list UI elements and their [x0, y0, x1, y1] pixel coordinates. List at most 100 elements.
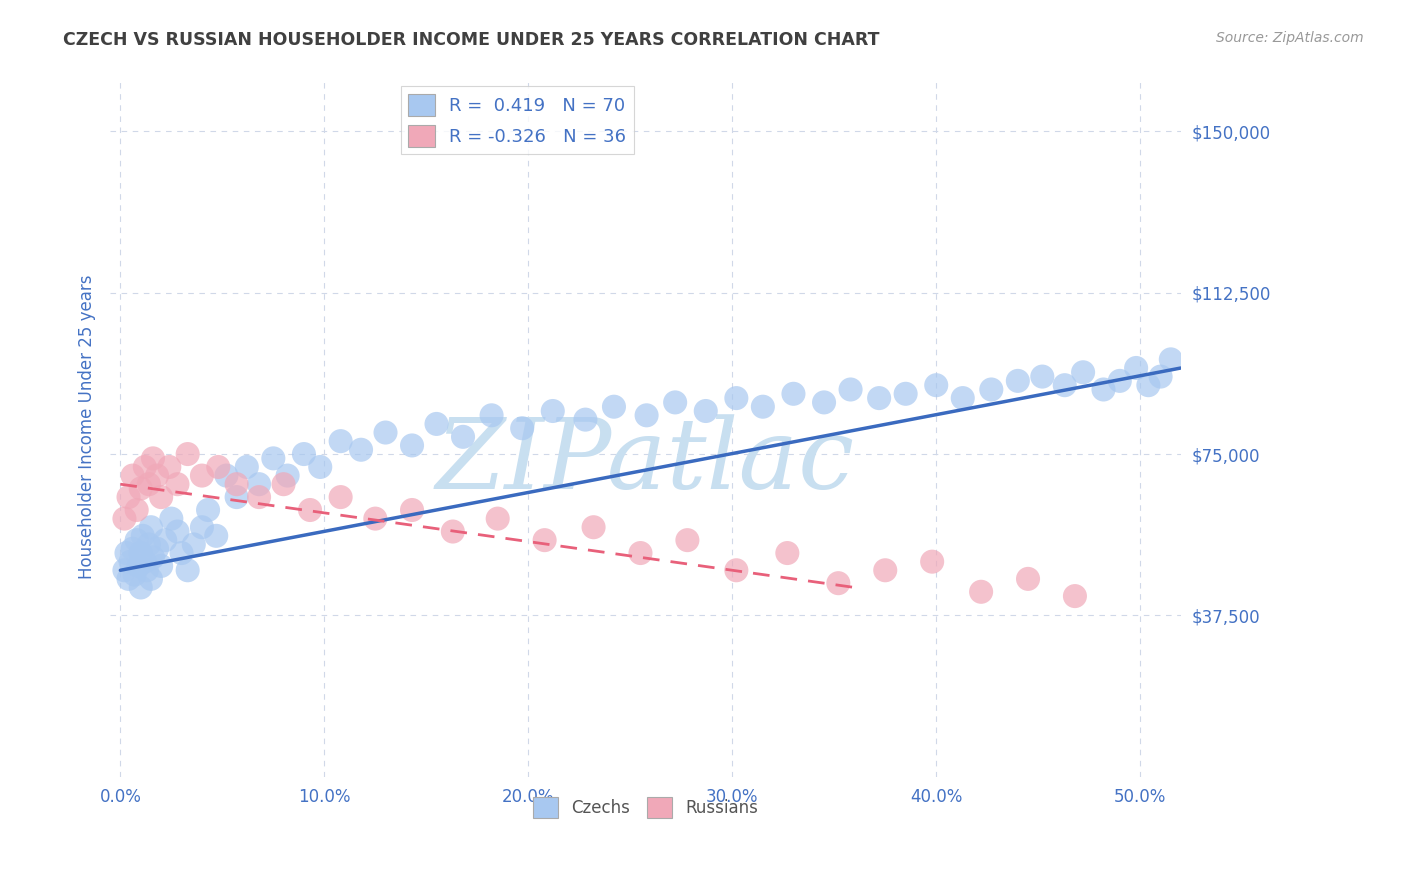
Point	[980, 383, 1002, 397]
Point	[1017, 572, 1039, 586]
Point	[150, 558, 173, 573]
Point	[868, 391, 890, 405]
Point	[952, 391, 974, 405]
Point	[574, 412, 596, 426]
Point	[309, 460, 332, 475]
Point	[510, 421, 533, 435]
Point	[1160, 352, 1182, 367]
Point	[134, 555, 156, 569]
Point	[725, 563, 748, 577]
Point	[1108, 374, 1130, 388]
Point	[166, 477, 188, 491]
Text: CZECH VS RUSSIAN HOUSEHOLDER INCOME UNDER 25 YEARS CORRELATION CHART: CZECH VS RUSSIAN HOUSEHOLDER INCOME UNDE…	[63, 31, 880, 49]
Point	[1031, 369, 1053, 384]
Point	[329, 490, 352, 504]
Point	[117, 490, 139, 504]
Point	[134, 460, 156, 475]
Point	[125, 503, 148, 517]
Point	[115, 546, 138, 560]
Point	[970, 584, 993, 599]
Point	[146, 541, 169, 556]
Point	[121, 468, 143, 483]
Point	[129, 482, 152, 496]
Point	[247, 490, 270, 504]
Y-axis label: Householder Income Under 25 years: Householder Income Under 25 years	[79, 275, 96, 580]
Point	[139, 572, 162, 586]
Point	[157, 460, 180, 475]
Point	[215, 468, 238, 483]
Point	[582, 520, 605, 534]
Point	[142, 451, 165, 466]
Point	[725, 391, 748, 405]
Text: Source: ZipAtlas.com: Source: ZipAtlas.com	[1216, 31, 1364, 45]
Point	[121, 541, 143, 556]
Point	[401, 438, 423, 452]
Point	[776, 546, 799, 560]
Point	[451, 430, 474, 444]
Point	[839, 383, 862, 397]
Point	[664, 395, 686, 409]
Point	[441, 524, 464, 539]
Point	[299, 503, 322, 517]
Point	[114, 511, 136, 525]
Point	[1071, 365, 1094, 379]
Point	[425, 417, 447, 431]
Point	[1125, 361, 1147, 376]
Point	[236, 460, 259, 475]
Point	[139, 520, 162, 534]
Legend: Czechs, Russians: Czechs, Russians	[526, 791, 765, 824]
Point	[1149, 369, 1171, 384]
Point	[124, 567, 146, 582]
Point	[875, 563, 897, 577]
Point	[1053, 378, 1076, 392]
Point	[292, 447, 315, 461]
Point	[630, 546, 652, 560]
Point	[752, 400, 775, 414]
Point	[1092, 383, 1115, 397]
Point	[176, 563, 198, 577]
Point	[150, 490, 173, 504]
Point	[132, 529, 155, 543]
Point	[125, 533, 148, 548]
Point	[262, 451, 284, 466]
Point	[350, 442, 373, 457]
Point	[176, 447, 198, 461]
Point	[129, 581, 152, 595]
Point	[191, 520, 214, 534]
Text: ZIPatlас: ZIPatlас	[436, 415, 855, 509]
Point	[921, 555, 943, 569]
Point	[120, 555, 142, 569]
Point	[138, 477, 160, 491]
Point	[827, 576, 849, 591]
Point	[138, 537, 160, 551]
Point	[894, 386, 917, 401]
Point	[329, 434, 352, 449]
Point	[481, 409, 503, 423]
Point	[114, 563, 136, 577]
Point	[170, 546, 193, 560]
Point	[225, 490, 247, 504]
Point	[146, 468, 169, 483]
Point	[273, 477, 295, 491]
Point	[813, 395, 835, 409]
Point	[676, 533, 699, 548]
Point	[1007, 374, 1029, 388]
Point	[205, 529, 228, 543]
Point	[142, 550, 165, 565]
Point	[277, 468, 299, 483]
Point	[207, 460, 229, 475]
Point	[925, 378, 948, 392]
Point	[695, 404, 717, 418]
Point	[160, 511, 183, 525]
Point	[155, 533, 177, 548]
Point	[247, 477, 270, 491]
Point	[541, 404, 564, 418]
Point	[401, 503, 423, 517]
Point	[225, 477, 247, 491]
Point	[374, 425, 396, 440]
Point	[782, 386, 804, 401]
Point	[364, 511, 387, 525]
Point	[117, 572, 139, 586]
Point	[191, 468, 214, 483]
Point	[135, 563, 157, 577]
